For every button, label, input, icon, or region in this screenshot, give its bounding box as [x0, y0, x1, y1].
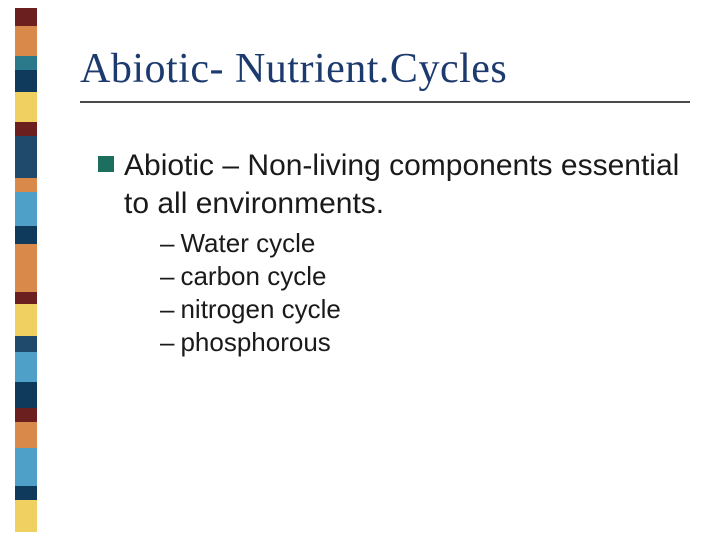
dash-bullet-icon: – — [160, 327, 174, 358]
stripe-segment — [15, 92, 37, 122]
level1-text: Abiotic – Non-living components essentia… — [124, 147, 690, 222]
stripe-segment — [15, 178, 37, 192]
stripe-segment — [15, 226, 37, 244]
stripe-segment — [15, 486, 37, 500]
stripe-segment — [15, 422, 37, 448]
stripe-segment — [15, 500, 37, 532]
decorative-left-stripe — [15, 8, 37, 532]
dash-bullet-icon: – — [160, 228, 174, 259]
stripe-segment — [15, 352, 37, 382]
level2-text: phosphorous — [180, 327, 330, 358]
stripe-segment — [15, 56, 37, 70]
level1-bullet: Abiotic – Non-living components essentia… — [98, 147, 690, 358]
level2-item: –Water cycle — [160, 228, 690, 259]
level2-item: –carbon cycle — [160, 261, 690, 292]
stripe-segment — [15, 26, 37, 56]
stripe-segment — [15, 244, 37, 292]
stripe-segment — [15, 70, 37, 92]
slide-title: Abiotic- Nutrient.Cycles — [80, 45, 690, 103]
stripe-segment — [15, 8, 37, 26]
slide-content: Abiotic- Nutrient.Cycles Abiotic – Non-l… — [80, 45, 690, 386]
level2-item: –phosphorous — [160, 327, 690, 358]
level2-text: carbon cycle — [180, 261, 326, 292]
dash-bullet-icon: – — [160, 261, 174, 292]
level2-text: nitrogen cycle — [180, 294, 340, 325]
stripe-segment — [15, 448, 37, 486]
square-bullet-icon — [98, 156, 114, 172]
stripe-segment — [15, 336, 37, 352]
stripe-segment — [15, 136, 37, 178]
stripe-segment — [15, 382, 37, 408]
level2-item: –nitrogen cycle — [160, 294, 690, 325]
stripe-segment — [15, 122, 37, 136]
level2-text: Water cycle — [180, 228, 315, 259]
stripe-segment — [15, 292, 37, 304]
stripe-segment — [15, 304, 37, 336]
stripe-segment — [15, 192, 37, 226]
stripe-segment — [15, 408, 37, 422]
level2-list: –Water cycle–carbon cycle–nitrogen cycle… — [160, 228, 690, 358]
dash-bullet-icon: – — [160, 294, 174, 325]
